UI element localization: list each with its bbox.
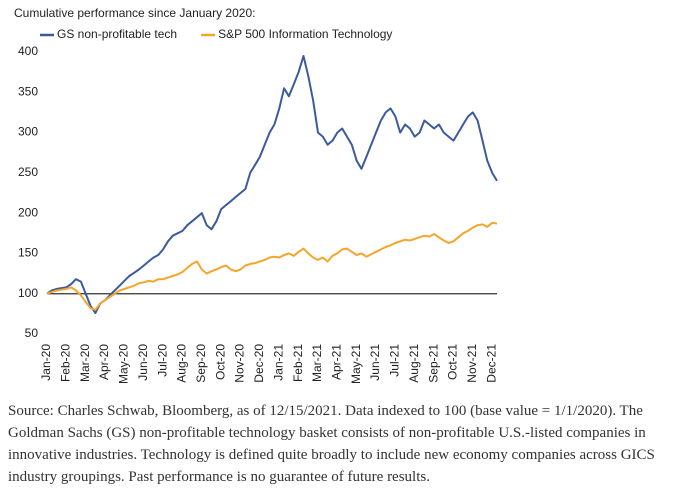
x-tick-label: Aug-20 (175, 344, 189, 383)
x-tick-label: Apr-20 (97, 344, 111, 380)
x-tick-label: Jun-20 (136, 344, 150, 381)
x-tick-label: Aug-21 (407, 344, 421, 383)
x-tick-label: Apr-21 (329, 344, 343, 380)
x-tick-label: Dec-21 (484, 344, 498, 383)
x-tick-label: Oct-21 (446, 344, 460, 380)
y-tick-label: 250 (18, 165, 38, 179)
x-tick-label: Sep-21 (426, 344, 440, 383)
y-tick-label: 400 (18, 44, 38, 58)
y-tick-label: 350 (18, 84, 38, 98)
y-tick-label: 200 (18, 205, 38, 219)
x-tick-label: Jun-21 (368, 344, 382, 381)
y-tick-label: 100 (18, 286, 38, 300)
x-tick-label: Feb-20 (59, 344, 73, 382)
x-tick-label: Jan-21 (271, 344, 285, 381)
legend-label: GS non-profitable tech (57, 27, 177, 41)
series-line (46, 221, 498, 311)
x-tick-label: Jan-20 (39, 344, 53, 381)
x-tick-label: May-20 (117, 344, 131, 384)
chart-title: Cumulative performance since January 202… (14, 6, 255, 20)
x-tick-label: Mar-20 (78, 344, 92, 382)
footnote: Source: Charles Schwab, Bloomberg, as of… (8, 403, 655, 485)
chart: Cumulative performance since January 202… (14, 6, 498, 384)
y-tick-label: 150 (18, 246, 38, 260)
legend-label: S&P 500 Information Technology (218, 27, 392, 41)
x-tick-label: Feb-21 (291, 344, 305, 382)
x-tick-label: Jul-21 (388, 344, 402, 377)
x-tick-label: May-21 (349, 344, 363, 384)
y-tick-label: 300 (18, 125, 38, 139)
x-tick-label: Dec-20 (252, 344, 266, 383)
series-line (46, 55, 498, 315)
x-tick-label: Nov-20 (233, 344, 247, 383)
x-tick-label: Sep-20 (194, 344, 208, 383)
x-tick-label: Mar-21 (310, 344, 324, 382)
x-tick-label: Oct-20 (213, 344, 227, 380)
y-tick-label: 50 (25, 326, 39, 340)
x-tick-label: Jul-20 (155, 344, 169, 377)
x-tick-label: Nov-21 (465, 344, 479, 383)
